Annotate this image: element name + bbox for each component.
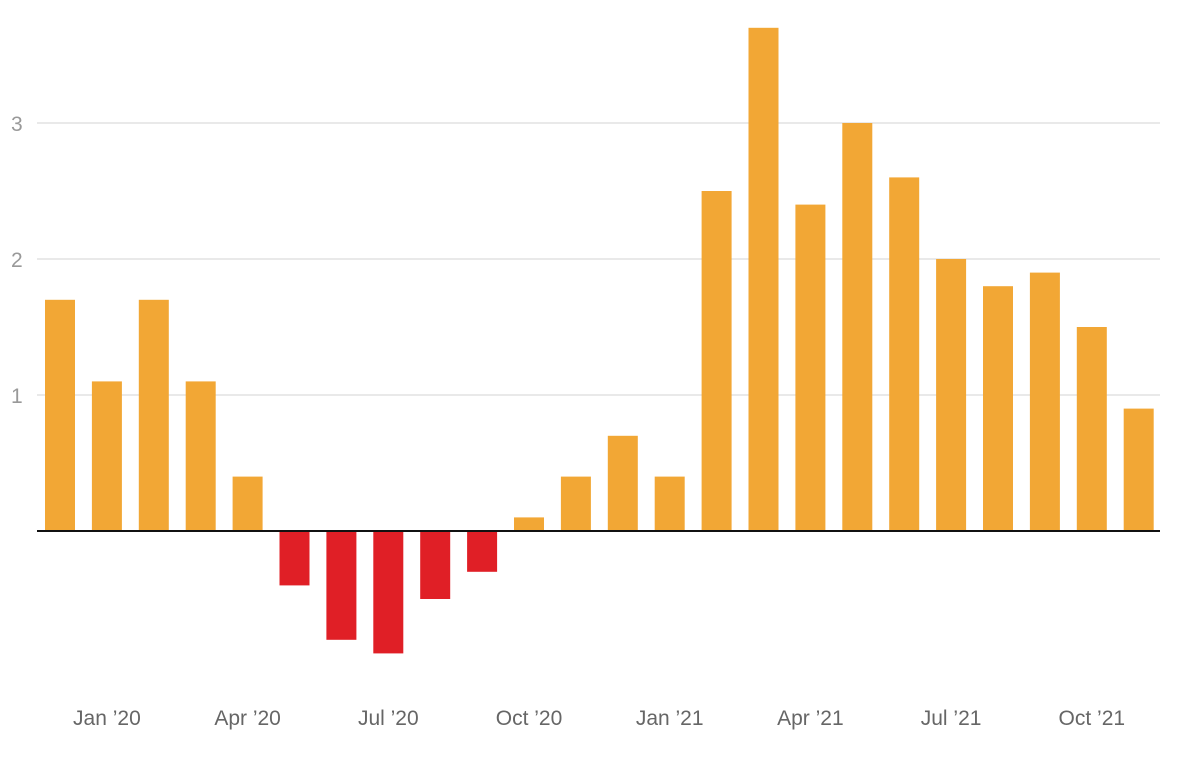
bar-jan-20 [91, 381, 122, 531]
bar-may-21 [842, 123, 873, 531]
bar-aug-21 [983, 286, 1013, 531]
bar-may-20 [279, 531, 310, 586]
bar-jun-21 [889, 177, 920, 531]
bar-jul-21 [936, 259, 967, 531]
bar-sep-20 [467, 531, 498, 572]
bar-sep-21 [1029, 272, 1060, 531]
bar-jul-20 [373, 531, 404, 654]
bar-feb-21 [701, 191, 732, 531]
bar-mar-20 [185, 381, 216, 531]
bar-feb-20 [138, 299, 169, 531]
bar-jun-20 [326, 531, 357, 640]
bar-nov-20 [560, 476, 591, 531]
x-tick-label: Jul ’20 [358, 707, 419, 730]
x-tick-label: Oct ’20 [496, 707, 563, 730]
x-tick-label: Apr ’21 [777, 707, 844, 730]
x-tick-label: Jan ’21 [636, 707, 704, 730]
y-axis-ticks: 1 2 3 [11, 113, 23, 408]
x-tick-label: Apr ’20 [214, 707, 281, 730]
x-tick-label: Jan ’20 [73, 707, 141, 730]
bar-mar-21 [748, 27, 779, 532]
y-tick-label: 2 [11, 249, 23, 272]
y-tick-label: 3 [11, 113, 23, 136]
x-tick-label: Jul ’21 [921, 707, 982, 730]
bar-oct-21 [1076, 327, 1107, 531]
y-tick-label: 1 [11, 385, 23, 408]
bar-aug-20 [420, 531, 451, 599]
bars [45, 27, 1154, 654]
bar-oct-20 [514, 517, 544, 531]
x-tick-label: Oct ’21 [1059, 707, 1126, 730]
bar-jan-21 [654, 476, 685, 531]
x-axis-ticks: Jan ’20 Apr ’20 Jul ’20 Oct ’20 Jan ’21 Apr ’… [73, 707, 1125, 730]
bar-nov-21 [1123, 408, 1154, 531]
bar-dec-19 [45, 299, 75, 531]
bar-dec-20 [607, 435, 638, 531]
gridlines [37, 122, 1160, 396]
bar-apr-21 [795, 204, 826, 531]
bar-apr-20 [232, 476, 263, 531]
